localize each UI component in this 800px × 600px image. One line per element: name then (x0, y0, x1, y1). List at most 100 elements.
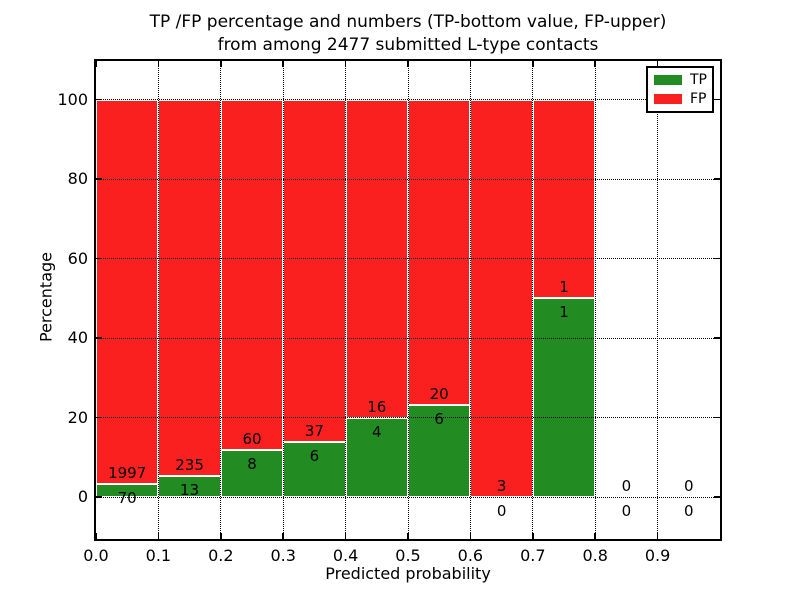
x-tick-mark (95, 533, 97, 539)
bar-fp-segment (408, 99, 471, 406)
x-tick-mark (469, 61, 472, 67)
v-gridline (532, 61, 534, 539)
fp-legend-label: FP (690, 91, 707, 107)
legend-item-tp: TP (654, 73, 712, 87)
y-tick-label: 80 (67, 169, 88, 188)
fp-count-label: 0 (684, 477, 694, 495)
x-tick-mark (157, 61, 160, 67)
plot-area: 1997 70 235 13 60 8 37 6 16 4 20 6 3 0 1 1 0 0 0 0 (94, 59, 722, 541)
legend-item-fp: FP (654, 92, 712, 106)
x-tick-mark (344, 61, 347, 67)
y-tick-mark (714, 257, 720, 260)
x-tick-label: 0.7 (520, 546, 546, 565)
tp-count-label: 8 (247, 455, 257, 474)
x-tick-label: 0.1 (145, 546, 172, 565)
tp-count-label: 13 (180, 481, 200, 500)
v-gridline (407, 61, 409, 539)
y-tick-mark (96, 337, 102, 339)
tp-count-label: 1 (559, 303, 569, 322)
y-tick-label: 20 (67, 407, 88, 427)
x-tick-mark (656, 533, 659, 539)
bar-fp-segment (470, 99, 533, 497)
chart-title: TP /FP percentage and numbers (TP-bottom… (96, 11, 720, 57)
tp-count-label: 4 (372, 422, 382, 441)
bar-fp-segment (96, 99, 159, 484)
y-tick-label: 60 (67, 248, 88, 268)
v-gridline (657, 61, 659, 539)
bar-fp-segment (532, 99, 596, 299)
y-tick-mark (96, 178, 102, 180)
bar-fp-segment (158, 99, 221, 477)
x-tick-mark (532, 533, 534, 539)
v-gridline (282, 61, 284, 539)
x-tick-label: 0.5 (395, 546, 421, 565)
x-tick-label: 0.8 (582, 546, 608, 565)
tp-count-label: 6 (309, 446, 320, 465)
bar-tp-segment (220, 450, 284, 497)
x-tick-mark (220, 533, 222, 539)
y-tick-mark (96, 98, 102, 101)
y-tick-label: 0 (77, 487, 88, 506)
fp-count-label: 1 (559, 278, 569, 297)
v-gridline (469, 61, 471, 539)
fp-color-swatch (654, 94, 682, 104)
y-tick-mark (96, 416, 102, 419)
x-tick-label: 0.2 (208, 546, 234, 565)
x-tick-mark (95, 61, 97, 67)
x-tick-label: 0.6 (457, 546, 484, 565)
v-gridline (345, 61, 347, 539)
x-axis-label: Predicted probability (325, 564, 491, 583)
y-tick-mark (714, 337, 720, 339)
v-gridline (220, 61, 222, 539)
legend: TP FP (646, 66, 714, 113)
x-tick-label: 0.4 (332, 546, 359, 565)
x-tick-mark (656, 61, 659, 67)
x-tick-mark (469, 533, 472, 539)
x-tick-mark (157, 533, 160, 539)
x-tick-mark (407, 61, 409, 67)
x-tick-mark (344, 533, 347, 539)
fp-count-label: 37 (304, 421, 324, 440)
x-tick-label: 0.3 (270, 546, 296, 565)
tp-count-label: 70 (117, 488, 137, 507)
x-tick-mark (282, 61, 284, 67)
fp-count-label: 60 (242, 430, 262, 449)
y-tick-label: 40 (67, 328, 88, 347)
v-gridline (157, 61, 159, 539)
bar-fp-segment (220, 99, 284, 451)
y-tick-mark (714, 496, 720, 498)
bar-tp-segment (283, 441, 346, 497)
tp-count-label: 6 (434, 410, 444, 429)
x-tick-label: 0.0 (83, 546, 109, 565)
v-gridline (594, 61, 596, 539)
fp-count-label: 1997 (108, 463, 147, 482)
fp-count-label: 20 (429, 385, 449, 404)
x-tick-mark (594, 533, 596, 539)
bar-tp-segment (96, 483, 159, 497)
bar-tp-segment (408, 405, 471, 497)
x-tick-mark (532, 61, 534, 67)
chart-title-line1: TP /FP percentage and numbers (TP-bottom… (149, 12, 667, 32)
fp-count-label: 235 (175, 456, 204, 475)
y-tick-mark (96, 257, 102, 260)
tp-count-label: 0 (496, 502, 507, 520)
x-tick-label: 0.9 (644, 546, 671, 565)
bar-tp-segment (532, 298, 596, 497)
bar-fp-segment (283, 99, 346, 442)
tp-count-label: 0 (684, 502, 694, 520)
x-tick-mark (220, 61, 222, 67)
x-tick-mark (407, 533, 409, 539)
y-tick-mark (714, 416, 720, 419)
tp-legend-label: TP (690, 72, 707, 88)
fp-count-label: 16 (367, 397, 387, 416)
fp-count-label: 3 (496, 477, 507, 495)
tp-color-swatch (654, 75, 682, 85)
fp-count-label: 0 (621, 477, 632, 495)
y-tick-mark (714, 178, 720, 180)
y-tick-label: 100 (57, 89, 88, 109)
x-tick-mark (282, 533, 284, 539)
y-tick-mark (714, 98, 720, 101)
y-tick-mark (96, 496, 102, 498)
bar-tp-segment (158, 476, 221, 497)
